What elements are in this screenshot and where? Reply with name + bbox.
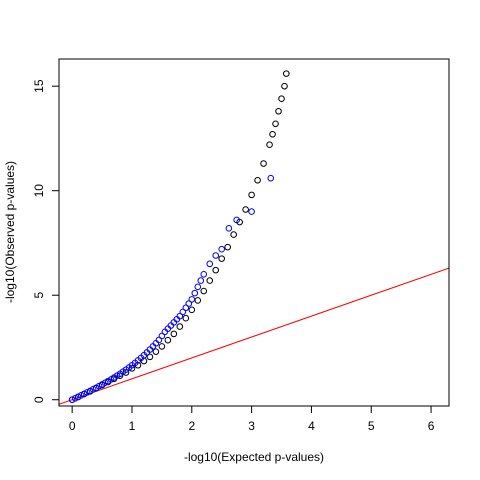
data-point (218, 245, 225, 253)
data-point (188, 296, 196, 303)
data-point (200, 287, 208, 295)
data-point (152, 348, 160, 355)
x-tick-label: 5 (368, 419, 375, 433)
plot-frame (58, 58, 450, 407)
data-point (212, 252, 220, 259)
data-point (230, 231, 237, 238)
data-point (158, 343, 166, 350)
y-tick-label: 5 (32, 292, 46, 299)
data-point (170, 330, 178, 338)
data-point (191, 289, 199, 297)
x-tick-label: 2 (188, 419, 195, 433)
data-point (269, 130, 276, 138)
data-point (182, 314, 190, 322)
y-tick-label: 10 (32, 184, 46, 198)
data-point (267, 174, 275, 182)
plot-area (59, 70, 449, 405)
data-point (218, 255, 225, 262)
data-point (248, 208, 255, 215)
data-point (248, 191, 255, 199)
reference-line (59, 267, 449, 405)
data-point (197, 277, 205, 284)
series-1 (68, 174, 275, 404)
data-point (254, 176, 261, 184)
data-point (272, 120, 279, 128)
data-point (206, 260, 214, 268)
y-tick-label: 0 (32, 396, 46, 403)
data-point (188, 306, 196, 314)
data-point (194, 297, 202, 304)
data-point (122, 369, 130, 376)
data-point (194, 283, 202, 291)
y-tick-label: 15 (32, 79, 46, 93)
x-tick-label: 4 (308, 419, 315, 433)
data-point (275, 107, 282, 115)
x-tick-label: 3 (248, 419, 255, 433)
data-point (266, 141, 273, 149)
data-point (242, 206, 249, 213)
data-point (176, 323, 184, 330)
x-tick-label: 0 (69, 419, 76, 433)
data-point (260, 160, 267, 167)
data-point (164, 336, 172, 344)
data-point (212, 266, 220, 274)
data-point (225, 225, 233, 232)
data-point (281, 82, 288, 90)
data-point (233, 216, 240, 224)
x-axis-title: -log10(Expected p-values) (184, 450, 324, 464)
data-point (283, 70, 290, 77)
y-axis-title: -log10(Observed p-values) (3, 161, 17, 303)
series-layer (68, 70, 290, 404)
x-axis: 0 1 2 3 4 5 6 (69, 406, 435, 433)
data-point (206, 277, 214, 284)
x-tick-label: 1 (129, 419, 136, 433)
data-point (146, 353, 154, 361)
data-point (200, 271, 208, 278)
data-point (224, 243, 231, 251)
data-point (128, 365, 136, 372)
y-axis: 0 5 10 15 (32, 79, 59, 403)
x-tick-label: 6 (428, 419, 435, 433)
data-point (278, 95, 285, 103)
